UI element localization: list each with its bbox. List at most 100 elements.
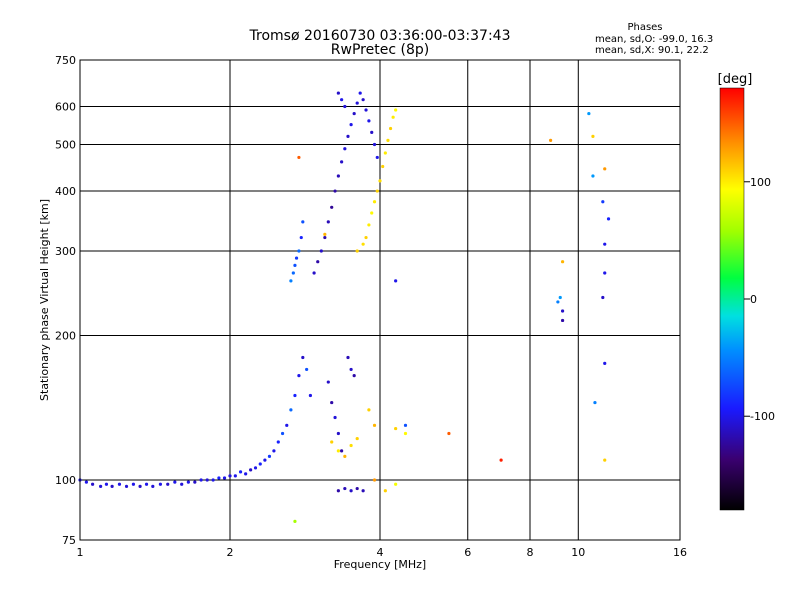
x-mode-point (394, 426, 398, 431)
o-mode-point (375, 155, 379, 160)
o-mode-point (280, 431, 285, 436)
x-mode-point (372, 423, 377, 427)
o-mode-point (316, 260, 320, 264)
o-mode-point (603, 242, 607, 246)
o-mode-point (340, 449, 344, 453)
x-mode-point (403, 431, 408, 436)
o-mode-point (603, 271, 607, 275)
o-mode-point (158, 482, 163, 486)
o-mode-point (272, 449, 276, 453)
o-mode-point (244, 472, 248, 476)
o-mode-point (294, 256, 299, 260)
x-mode-point (349, 443, 353, 448)
y-tick-label: 100 (55, 474, 76, 487)
o-mode-point (211, 478, 215, 482)
x-mode-point (549, 138, 553, 142)
o-mode-point (326, 220, 330, 224)
x-mode-point (355, 436, 359, 441)
colorbar-tick-label: 100 (750, 176, 771, 189)
o-mode-point (352, 111, 356, 116)
x-tick-label: 4 (377, 546, 384, 559)
x-mode-point (361, 242, 365, 246)
o-mode-point (289, 408, 293, 412)
o-mode-point (343, 104, 347, 109)
colorbar (719, 87, 745, 511)
o-mode-point (349, 489, 353, 493)
o-mode-point (361, 489, 365, 493)
o-mode-point (340, 160, 344, 164)
o-mode-point (193, 480, 197, 484)
phase-legend-x: mean, sd,X: 90.1, 22.2 (595, 45, 709, 56)
colorbar-tick-label: 0 (750, 293, 757, 306)
scatter-points (78, 91, 611, 523)
o-mode-point (173, 480, 177, 484)
o-mode-point (228, 474, 232, 478)
o-mode-point (372, 142, 377, 147)
x-mode-point (372, 478, 377, 482)
o-mode-point (601, 200, 605, 204)
o-mode-point (364, 108, 368, 112)
o-mode-point (186, 480, 190, 484)
o-mode-point (355, 101, 359, 105)
o-mode-point (110, 484, 114, 488)
x-tick-labels: 1 2 4 6 8 10 16 (77, 546, 688, 559)
o-mode-point (253, 466, 258, 470)
o-mode-point (289, 279, 293, 283)
o-mode-point (326, 380, 330, 384)
x-mode-point (293, 519, 297, 523)
o-mode-point (297, 249, 301, 253)
phase-legend-title: Phases (627, 22, 662, 33)
x-tick-label: 1 (77, 546, 84, 559)
o-mode-point (556, 300, 560, 304)
o-mode-point (104, 482, 109, 486)
colorbar-tick-label: -100 (750, 410, 775, 423)
o-mode-point (293, 263, 297, 267)
chart-subtitle: RwPretec (8p) (331, 42, 429, 58)
x-mode-point (603, 458, 607, 462)
o-mode-point (308, 393, 313, 398)
colorbar-ticks: 100 0 -100 (744, 176, 775, 423)
o-mode-point (587, 111, 591, 116)
x-mode-point (603, 167, 607, 171)
grid-lines (80, 60, 680, 540)
o-mode-point (323, 235, 327, 240)
x-mode-point (330, 440, 334, 444)
o-mode-point (560, 318, 565, 323)
o-mode-point (276, 440, 280, 444)
o-mode-point (117, 482, 122, 486)
y-tick-label: 500 (55, 139, 76, 152)
o-mode-point (151, 484, 155, 488)
o-mode-point (91, 482, 95, 486)
o-mode-point (558, 295, 562, 300)
o-mode-point (233, 474, 237, 478)
o-mode-point (180, 482, 184, 486)
x-tick-label: 16 (673, 546, 687, 559)
x-mode-point (383, 489, 387, 493)
o-mode-point (312, 271, 316, 275)
o-mode-point (603, 361, 607, 365)
o-mode-point (355, 486, 359, 491)
o-mode-point (352, 374, 356, 378)
x-mode-point (383, 151, 387, 155)
o-mode-point (217, 476, 221, 480)
x-mode-point (375, 189, 379, 193)
o-mode-point (346, 134, 350, 138)
y-tick-label: 750 (55, 54, 76, 67)
o-mode-point (601, 295, 605, 300)
x-mode-point (378, 179, 382, 183)
o-mode-point (330, 205, 334, 209)
plot-frame (79, 59, 681, 541)
o-mode-point (361, 98, 365, 102)
o-mode-point (84, 480, 88, 484)
o-mode-point (138, 484, 142, 488)
o-mode-point (343, 147, 347, 151)
o-mode-point (330, 400, 334, 405)
o-mode-point (336, 489, 340, 493)
o-mode-point (591, 174, 595, 178)
o-mode-point (299, 235, 303, 240)
o-mode-point (297, 374, 301, 378)
o-mode-point (144, 482, 149, 486)
o-mode-point (336, 91, 340, 95)
o-mode-point (349, 367, 353, 372)
x-tick-label: 2 (227, 546, 234, 559)
